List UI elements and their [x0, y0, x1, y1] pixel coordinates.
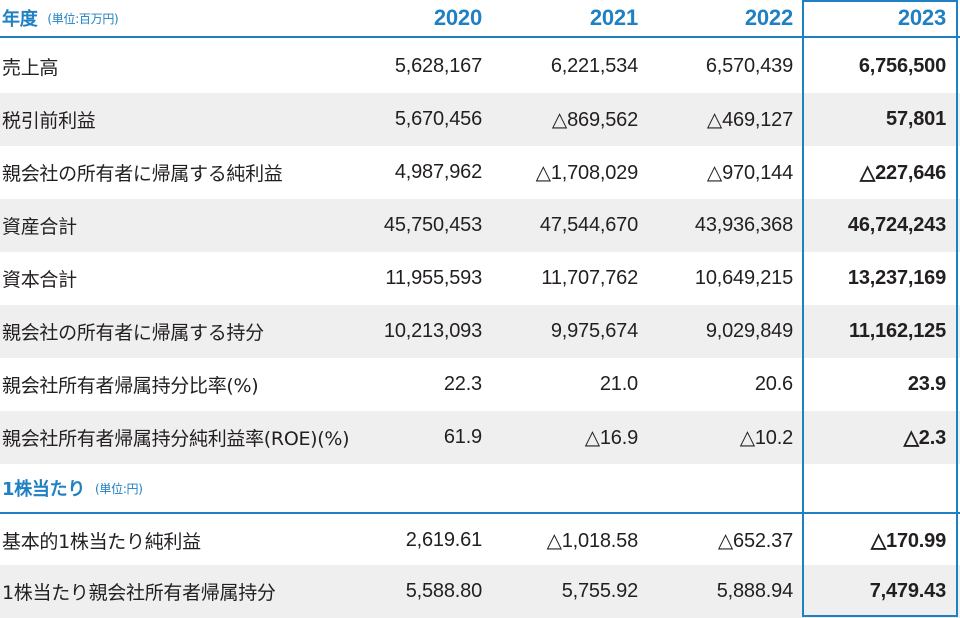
value-2022: 6,570,439 — [705, 55, 793, 77]
row-label: 売上高 — [2, 57, 59, 79]
value-2020: 2,619.61 — [405, 529, 482, 551]
table-row-owners-equity: 親会社の所有者に帰属する持分 10,213,093 9,975,674 9,02… — [0, 305, 960, 358]
value-2021: 6,221,534 — [550, 55, 638, 77]
row-label: 親会社所有者帰属持分純利益率(ROE)(%) — [2, 428, 350, 450]
value-2023: 11,162,125 — [849, 320, 946, 342]
value-2022: △970,144 — [706, 162, 793, 184]
per-share-title-cell: 1株当たり (単位:円) — [2, 464, 362, 512]
value-2021: △869,562 — [551, 109, 638, 131]
table-row-total-assets: 資産合計 45,750,453 47,544,670 43,936,368 46… — [0, 199, 960, 252]
value-2020: 4,987,962 — [394, 161, 482, 183]
table-row-net-income: 親会社の所有者に帰属する純利益 4,987,962 △1,708,029 △97… — [0, 146, 960, 199]
value-2020: 5,588.80 — [405, 580, 482, 602]
per-share-section-header: 1株当たり (単位:円) — [0, 464, 960, 514]
value-2022: 43,936,368 — [694, 214, 793, 236]
value-2021: 9,975,674 — [550, 320, 638, 342]
year-header-2020: 2020 — [433, 5, 482, 30]
header-title-cell: 年度 (単位:百万円) — [2, 0, 362, 36]
value-2023: 57,801 — [886, 108, 946, 130]
value-2022: 10,649,215 — [694, 267, 793, 289]
row-label: 親会社の所有者に帰属する純利益 — [2, 163, 283, 185]
header-unit: (単位:百万円) — [47, 11, 119, 26]
value-2023: △2.3 — [903, 427, 947, 449]
value-2022: 9,029,849 — [705, 320, 793, 342]
value-2022: △469,127 — [706, 109, 793, 131]
value-2023: 23.9 — [907, 373, 946, 395]
value-2022: △652.37 — [717, 530, 793, 552]
value-2023: 6,756,500 — [858, 55, 946, 77]
value-2023: △227,646 — [859, 162, 946, 184]
header-title: 年度 — [2, 9, 38, 30]
value-2020: 10,213,093 — [383, 320, 482, 342]
table-row-bps: 1株当たり親会社所有者帰属持分 5,588.80 5,755.92 5,888.… — [0, 565, 960, 618]
value-2023: 7,479.43 — [869, 580, 946, 602]
per-share-unit: (単位:円) — [95, 481, 143, 496]
value-2020: 5,670,456 — [394, 108, 482, 130]
row-label: 基本的1株当たり純利益 — [2, 531, 201, 553]
value-2021: △1,018.58 — [546, 530, 639, 552]
row-label: 親会社の所有者に帰属する持分 — [2, 322, 264, 344]
table-row-eps: 基本的1株当たり純利益 2,619.61 △1,018.58 △652.37 △… — [0, 514, 960, 567]
value-2021: △16.9 — [584, 427, 639, 449]
year-header-2022: 2022 — [744, 5, 793, 30]
table-row-equity-ratio: 親会社所有者帰属持分比率(%) 22.3 21.0 20.6 23.9 — [0, 358, 960, 411]
value-2020: 22.3 — [443, 373, 482, 395]
value-2023: 13,237,169 — [847, 267, 946, 289]
value-2021: 47,544,670 — [539, 214, 638, 236]
row-label: 親会社所有者帰属持分比率(%) — [2, 375, 259, 397]
value-2023: △170.99 — [870, 530, 946, 552]
value-2021: 21.0 — [599, 373, 638, 395]
value-2021: △1,708,029 — [535, 162, 639, 184]
table-row-revenue: 売上高 5,628,167 6,221,534 6,570,439 6,756,… — [0, 40, 960, 93]
value-2020: 45,750,453 — [383, 214, 482, 236]
row-label: 資産合計 — [2, 216, 77, 238]
table-row-roe: 親会社所有者帰属持分純利益率(ROE)(%) 61.9 △16.9 △10.2 … — [0, 411, 960, 464]
row-label: 税引前利益 — [2, 110, 96, 132]
year-header-2021: 2021 — [589, 5, 638, 30]
row-label: 1株当たり親会社所有者帰属持分 — [2, 582, 276, 604]
value-2022: 20.6 — [754, 373, 793, 395]
value-2023: 46,724,243 — [847, 214, 946, 236]
table-header-row: 年度 (単位:百万円) 2020 2021 2022 2023 — [0, 0, 960, 38]
row-label: 資本合計 — [2, 269, 77, 291]
value-2021: 5,755.92 — [561, 580, 638, 602]
table-row-pretax-income: 税引前利益 5,670,456 △869,562 △469,127 57,801 — [0, 93, 960, 146]
value-2022: 5,888.94 — [716, 580, 793, 602]
value-2021: 11,707,762 — [541, 267, 638, 289]
value-2020: 61.9 — [443, 426, 482, 448]
per-share-title: 1株当たり — [2, 479, 86, 500]
year-header-2023: 2023 — [897, 5, 946, 30]
value-2022: △10.2 — [739, 427, 794, 449]
value-2020: 11,955,593 — [385, 267, 482, 289]
table-row-total-equity: 資本合計 11,955,593 11,707,762 10,649,215 13… — [0, 252, 960, 305]
value-2020: 5,628,167 — [394, 55, 482, 77]
